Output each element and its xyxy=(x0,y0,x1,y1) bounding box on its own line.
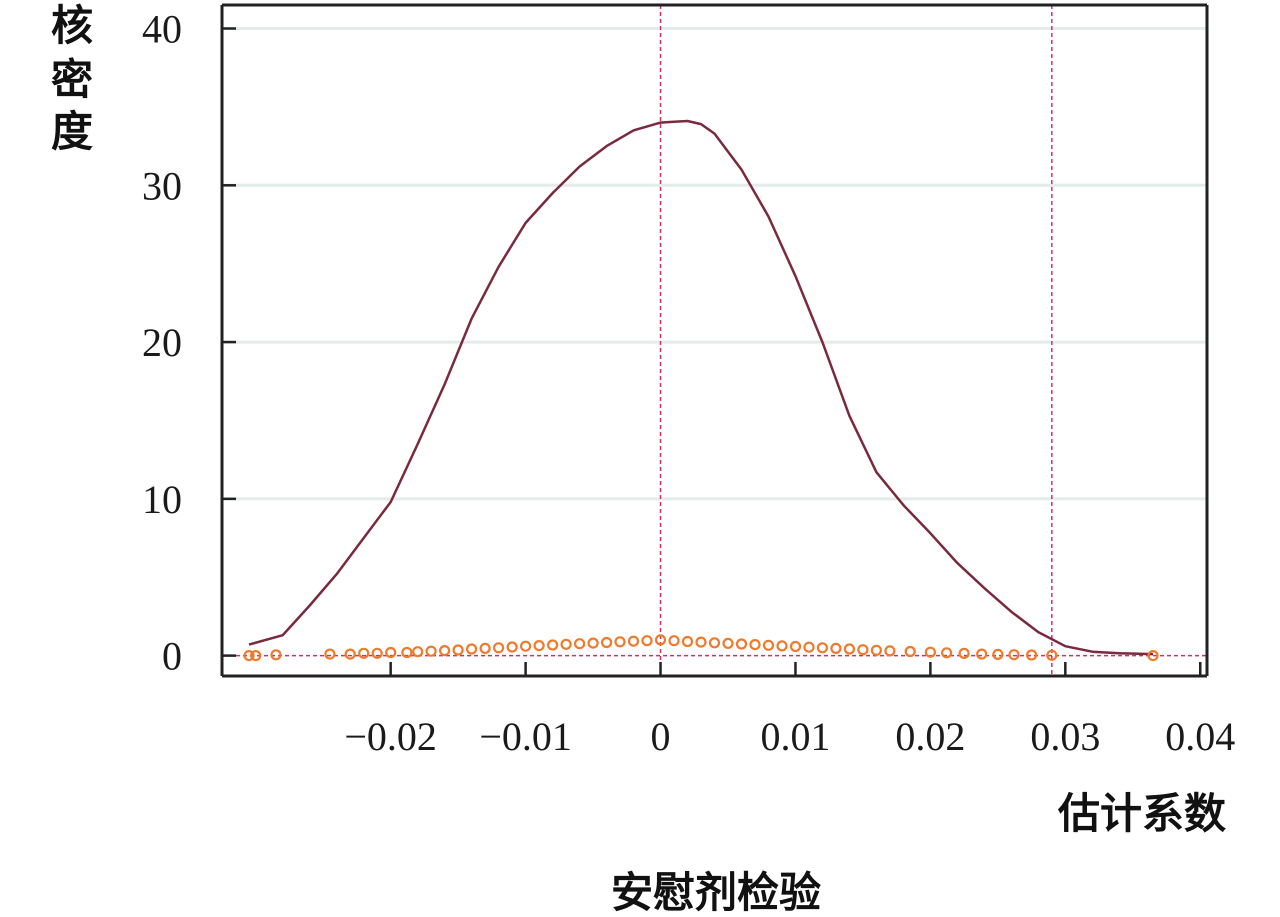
coefficient-point xyxy=(695,636,707,648)
y-axis-title: 核 密 度 xyxy=(51,1,93,156)
density-series xyxy=(248,119,1154,656)
coefficient-point xyxy=(560,638,572,650)
coefficient-point xyxy=(533,639,545,652)
coefficient-point xyxy=(940,647,953,659)
coefficient-point xyxy=(641,635,653,647)
coefficient-point xyxy=(992,648,1004,661)
coefficient-point xyxy=(452,644,464,656)
coefficient-point xyxy=(1025,649,1038,661)
coefficient-point xyxy=(546,639,559,651)
coefficient-point xyxy=(600,636,613,649)
coefficient-point xyxy=(493,642,505,654)
coefficient-point xyxy=(958,647,970,660)
y-tick-label: 10 xyxy=(142,477,182,522)
coefficient-points xyxy=(243,634,1159,662)
tick-labels: 0 10 20 30 40 −0.02 −0.01 0 0.01 0.02 0.03 0.04 xyxy=(142,7,1235,759)
coefficient-point xyxy=(803,641,815,653)
grid-lines xyxy=(222,27,1207,501)
chart-title: 安慰剂检验 xyxy=(611,868,821,917)
y-tick-label: 0 xyxy=(162,634,182,679)
coefficient-point xyxy=(519,640,532,652)
coefficient-point xyxy=(627,635,640,647)
coefficient-point xyxy=(250,649,262,662)
x-tick-label: −0.01 xyxy=(479,714,572,759)
coefficient-point xyxy=(466,643,478,655)
x-tick-label: 0.02 xyxy=(895,714,965,759)
coefficient-point xyxy=(681,635,694,648)
coefficient-point xyxy=(1147,649,1159,662)
x-tick-label: 0.01 xyxy=(760,714,830,759)
coefficient-point xyxy=(870,644,883,656)
coefficient-point xyxy=(708,637,721,649)
x-tick-label: 0.03 xyxy=(1030,714,1100,759)
coefficient-point xyxy=(789,640,802,653)
coefficient-point xyxy=(243,649,255,662)
x-axis-title: 估计系数 xyxy=(1057,789,1226,838)
coefficient-point xyxy=(385,646,397,659)
coefficient-point xyxy=(270,649,282,661)
axes xyxy=(220,3,1209,678)
coefficient-point xyxy=(506,641,518,653)
x-tick-label: 0.04 xyxy=(1165,714,1235,759)
x-tick-label: −0.02 xyxy=(344,714,437,759)
coefficient-point xyxy=(439,644,451,657)
coefficient-point xyxy=(904,645,916,658)
y-tick-label: 20 xyxy=(142,320,182,365)
coefficient-point xyxy=(976,648,988,660)
coefficient-point xyxy=(843,643,856,655)
reference-lines xyxy=(222,5,1207,676)
y-axis-title-char-1: 核 xyxy=(51,1,93,50)
x-tick-label: 0 xyxy=(651,714,671,759)
coefficient-point xyxy=(776,640,788,652)
coefficient-point xyxy=(573,638,586,650)
coefficient-point xyxy=(830,642,842,655)
coefficient-point xyxy=(587,637,599,649)
coefficient-point xyxy=(412,646,424,658)
coefficient-point xyxy=(479,642,491,655)
coefficient-point xyxy=(722,637,734,650)
coefficient-point xyxy=(358,647,370,659)
y-axis-title-char-3: 度 xyxy=(51,107,93,156)
y-axis-title-char-2: 密 xyxy=(51,55,93,104)
coefficient-point xyxy=(324,648,336,660)
kernel-density-line xyxy=(248,119,1154,656)
coefficient-point xyxy=(884,645,896,657)
coefficient-point xyxy=(668,635,680,647)
coefficient-point xyxy=(654,634,667,646)
coefficient-point xyxy=(762,639,775,651)
coefficient-point xyxy=(1008,649,1020,661)
coefficient-point xyxy=(425,645,437,657)
coefficient-point xyxy=(857,644,869,656)
coefficient-point xyxy=(749,638,761,651)
coefficient-point xyxy=(924,646,937,658)
coefficient-point xyxy=(816,642,829,654)
coefficient-point xyxy=(735,638,748,650)
coefficient-point xyxy=(401,646,413,659)
coefficient-point xyxy=(344,648,356,660)
y-tick-label: 30 xyxy=(142,163,182,208)
coefficient-point xyxy=(371,647,383,659)
coefficient-point xyxy=(614,636,626,648)
y-tick-label: 40 xyxy=(142,7,182,52)
coefficient-point xyxy=(1046,649,1058,661)
